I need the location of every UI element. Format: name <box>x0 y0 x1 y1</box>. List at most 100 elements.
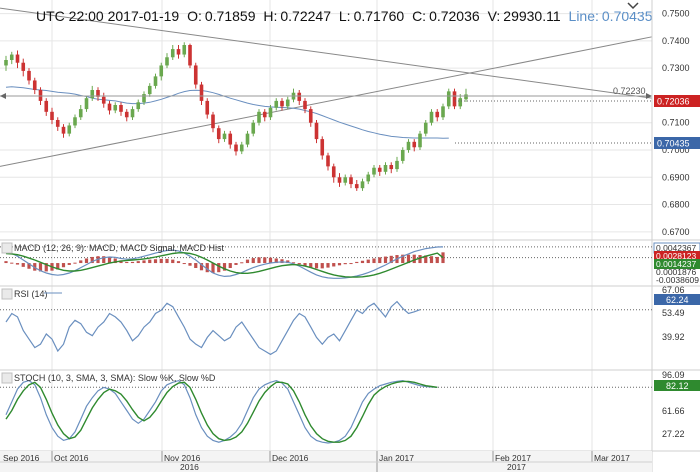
candle <box>32 77 37 95</box>
macd-label: MACD (12, 26, 9): MACD, MACD Signal, MAC… <box>1 242 225 254</box>
candle-body <box>130 109 135 118</box>
candle-body <box>441 106 445 118</box>
candle <box>441 103 445 120</box>
candle <box>377 165 382 176</box>
macd-hist-bar <box>61 263 66 268</box>
candle-body <box>182 45 187 55</box>
candle <box>349 174 353 189</box>
macd-hist-bar <box>15 263 20 265</box>
candle <box>119 102 123 116</box>
candle <box>188 43 192 69</box>
candle-body <box>15 54 20 63</box>
candle <box>205 98 210 119</box>
macd-hist-bar <box>199 263 204 271</box>
trend-lines[interactable] <box>0 7 653 167</box>
candle-body <box>239 144 244 152</box>
candle <box>113 102 118 114</box>
svg-text:0.70435: 0.70435 <box>657 139 690 149</box>
price-axis-label: 0.7400 <box>662 36 690 46</box>
candle-body <box>314 122 319 140</box>
candle-body <box>400 150 405 161</box>
hline-right-handle[interactable] <box>646 93 652 99</box>
price-axis-label: 0.6900 <box>662 172 690 182</box>
candle <box>395 156 399 172</box>
macd-hist-bar <box>297 263 301 265</box>
macd-hist-bar <box>274 258 278 264</box>
macd-hist-bar <box>188 263 192 266</box>
stoch-tag: 82.12 <box>666 381 689 391</box>
macd-axis-label: 0.0001876 <box>656 267 696 277</box>
candle-body <box>222 133 227 140</box>
candle-body <box>96 90 100 97</box>
candle <box>90 85 95 101</box>
stoch-axis-label: 96.09 <box>662 370 685 380</box>
macd-hist-bar <box>441 252 445 264</box>
candle <box>435 109 440 122</box>
rsi-panel <box>0 300 652 356</box>
chevron-down-icon[interactable] <box>624 0 642 12</box>
candle-body <box>21 62 26 71</box>
candle-body <box>73 117 77 126</box>
candle-body <box>452 91 457 107</box>
candle-body <box>4 60 8 66</box>
candle-body <box>165 57 169 66</box>
candle-body <box>113 105 118 111</box>
candle <box>78 105 83 120</box>
macd-hist-bar <box>326 263 330 268</box>
month-label: Nov 2016 <box>164 453 201 463</box>
macd-hist-bar <box>56 263 60 270</box>
macd-hist-bar <box>67 263 71 265</box>
macd-hist-bar <box>418 255 422 264</box>
candle-body <box>159 65 164 77</box>
macd-hist-bar <box>240 262 244 264</box>
candle <box>412 139 417 152</box>
candle <box>446 88 451 110</box>
month-label: Oct 2016 <box>54 453 89 463</box>
candle-body <box>78 109 83 118</box>
macd-hist-bar <box>245 259 250 264</box>
candle <box>291 88 296 103</box>
candle-body <box>257 111 261 123</box>
macd-hist-bar <box>176 261 181 264</box>
candle-body <box>354 184 359 189</box>
macd-hist-bar <box>280 259 284 264</box>
candle-body <box>320 139 325 156</box>
candle-body <box>349 177 353 185</box>
horizontal-line-0.72230[interactable]: 0.72230 <box>0 86 652 99</box>
candle <box>331 163 336 183</box>
candle-body <box>406 141 411 150</box>
macd-hist-bar <box>165 258 169 264</box>
candle <box>262 109 267 122</box>
macd-hist-bar <box>159 258 163 264</box>
candle-body <box>337 177 342 183</box>
macd-hist-bar <box>38 263 43 272</box>
candle-body <box>372 167 376 175</box>
rsi-tag: 62.24 <box>666 295 689 305</box>
candle <box>199 81 204 105</box>
candle-body <box>124 111 129 118</box>
price-axis-label: 0.7300 <box>662 63 690 73</box>
candle <box>15 50 20 69</box>
line-value-tag: 0.70435 <box>654 137 700 149</box>
candle <box>320 136 325 160</box>
price-axis-label: 0.6800 <box>662 200 690 210</box>
candle <box>280 98 284 111</box>
macd-hist-bar <box>303 263 307 267</box>
candle <box>124 109 129 122</box>
candle <box>268 105 273 120</box>
candle-body <box>234 144 238 152</box>
candle-body <box>32 80 37 90</box>
macd-hist-bar <box>21 263 25 267</box>
candle-body <box>446 91 451 107</box>
hline-left-handle[interactable] <box>0 93 6 99</box>
candle-body <box>9 54 14 60</box>
candle-body <box>50 111 54 120</box>
macd-hist-bar <box>320 263 324 269</box>
macd-hist-bar <box>383 256 388 264</box>
last-price-tag: 0.72036 <box>654 95 700 107</box>
candle-body <box>216 128 221 140</box>
svg-text:MACD (12, 26, 9): MACD, MACD S: MACD (12, 26, 9): MACD, MACD Signal, MAC… <box>14 243 225 253</box>
candle-body <box>274 100 279 108</box>
candle-body <box>147 85 152 95</box>
